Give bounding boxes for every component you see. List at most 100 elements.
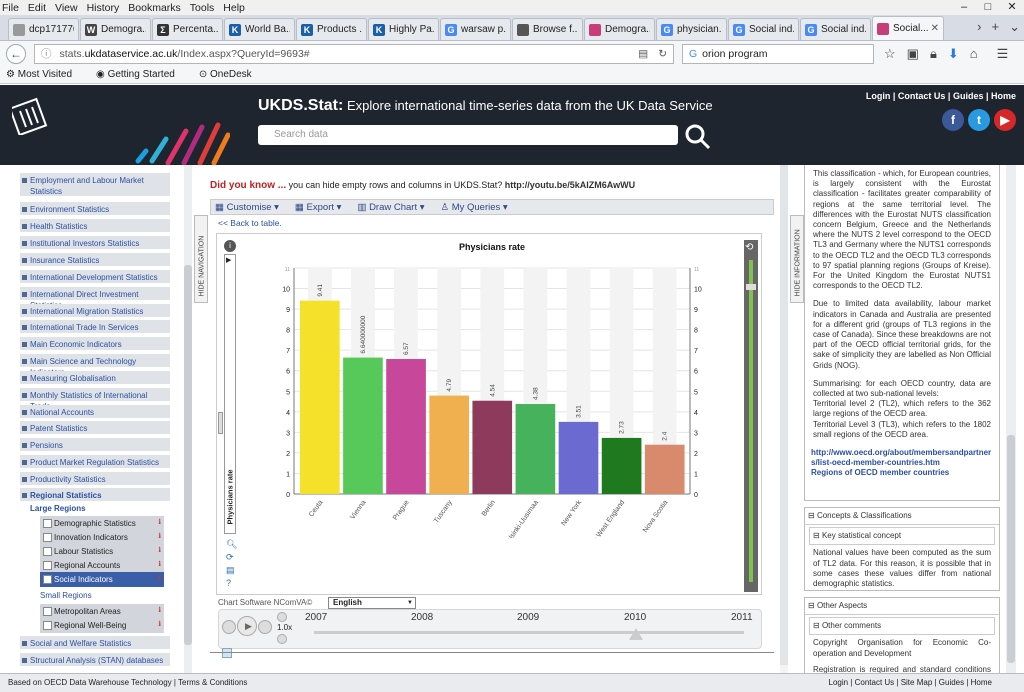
sidebar-scrollbar[interactable] xyxy=(184,165,192,673)
zoom-icon[interactable]: 🔍︎ xyxy=(226,539,238,549)
tab-scroll-right-icon[interactable]: › xyxy=(977,19,982,34)
sidebar-item[interactable]: International Direct Investment Statisti… xyxy=(20,287,170,310)
step-forward-button[interactable] xyxy=(258,620,272,634)
main-scrollbar[interactable] xyxy=(780,165,788,673)
sidebar-subitem[interactable]: Labour Statistics ℹ xyxy=(40,544,164,559)
info-icon[interactable]: ℹ xyxy=(158,607,161,614)
browser-tab[interactable]: Σ Percenta... xyxy=(152,18,223,40)
search-icon[interactable] xyxy=(684,123,712,151)
sidebar-subitem[interactable]: Regional Accounts ℹ xyxy=(40,558,164,573)
sidebar-subitem[interactable]: Regional Well-Being ℹ xyxy=(40,618,164,633)
info-icon[interactable]: ℹ xyxy=(158,575,161,582)
sidebar-item[interactable]: Patent Statistics xyxy=(20,421,170,435)
bookmark-most-visited[interactable]: ⚙ Most Visited xyxy=(6,69,73,80)
sidebar-item[interactable]: Main Science and Technology Indicators xyxy=(20,354,170,377)
browser-tab[interactable]: W Demogra... xyxy=(80,18,151,40)
browser-tab[interactable]: G Social ind... xyxy=(728,18,799,40)
sidebar-item[interactable]: Pensions xyxy=(20,438,170,452)
sidebar-item[interactable]: Measuring Globalisation xyxy=(20,371,170,385)
hamburger-menu-icon[interactable]: ☰ xyxy=(996,45,1009,61)
reload-icon[interactable]: ↻ xyxy=(658,47,667,60)
time-track[interactable] xyxy=(314,631,744,634)
browser-tab[interactable]: dcp171776_35... xyxy=(8,18,79,40)
url-bar[interactable]: ⓘ stats. ukdataservice.ac.uk/Index.aspx?Q… xyxy=(34,43,674,64)
new-tab-icon[interactable]: + xyxy=(991,19,1000,34)
other-aspects-header[interactable]: Other Aspects xyxy=(805,598,999,616)
chart-side-panel[interactable] xyxy=(224,254,236,534)
bar[interactable] xyxy=(386,359,426,494)
back-to-table-link[interactable]: << Back to table. xyxy=(218,218,282,228)
chart-info-icon[interactable]: i xyxy=(224,240,236,252)
menu-item[interactable]: File xyxy=(2,1,19,14)
list-tabs-icon[interactable]: ⌄ xyxy=(1009,19,1020,34)
info-icon[interactable]: ℹ xyxy=(158,561,161,568)
side-expand-icon[interactable]: ▶ xyxy=(226,257,232,264)
browser-search-input[interactable]: G orion program xyxy=(682,43,874,64)
slider-handle[interactable] xyxy=(746,284,756,290)
sidebar-item[interactable]: Environment Statistics xyxy=(20,202,170,216)
bar[interactable] xyxy=(558,421,599,494)
sidebar-item[interactable]: Employment and Labour Market Statistics xyxy=(20,173,170,197)
chart-vertical-slider[interactable]: ⟲ xyxy=(744,240,758,592)
download-icon[interactable]: ⬇ xyxy=(947,45,959,61)
bar[interactable] xyxy=(429,395,469,494)
info-icon[interactable]: ℹ xyxy=(158,533,161,540)
browser-tab[interactable]: K Products ... xyxy=(296,18,367,40)
sidebar-item[interactable]: National Accounts xyxy=(20,405,170,419)
language-select[interactable]: English xyxy=(328,597,416,609)
ukds-logo-icon[interactable] xyxy=(12,95,52,135)
bar[interactable] xyxy=(601,437,642,494)
bookmark-onedesk[interactable]: ⊙ OneDesk xyxy=(198,69,252,80)
info-icon[interactable]: ℹ xyxy=(158,621,161,628)
menu-item[interactable]: History xyxy=(86,1,120,14)
bookmark-star-icon[interactable]: ☆ xyxy=(884,45,896,61)
sidebar-item[interactable]: Productivity Statistics xyxy=(20,472,170,486)
facebook-icon[interactable]: f xyxy=(942,109,964,131)
step-back-button[interactable] xyxy=(222,620,236,634)
sidebar-item[interactable]: International Development Statistics xyxy=(20,270,170,284)
print-icon[interactable]: ▤ xyxy=(226,565,235,575)
close-tab-icon[interactable]: ✕ xyxy=(930,23,939,34)
back-button[interactable]: ← xyxy=(6,43,26,64)
my-queries-button[interactable]: ♙ My Queries ▾ xyxy=(440,201,508,213)
close-window-icon[interactable]: ✕ xyxy=(1007,1,1017,13)
sidebar-item-large-regions[interactable]: Large Regions xyxy=(30,504,86,513)
hide-information-tab[interactable]: HIDE INFORMATION xyxy=(790,215,804,303)
menu-item[interactable]: Help xyxy=(223,1,245,14)
header-links[interactable]: Login | Contact Us | Guides | Home xyxy=(865,91,1016,101)
sidebar-item[interactable]: Health Statistics xyxy=(20,219,170,233)
customise-button[interactable]: ▦ Customise ▾ xyxy=(215,201,279,213)
lock-icon[interactable]: 🔒︎ xyxy=(929,45,937,61)
twitter-icon[interactable]: t xyxy=(968,109,990,131)
panel-collapse-handle[interactable] xyxy=(218,412,223,434)
bookmark-getting-started[interactable]: ◉ Getting Started xyxy=(96,69,175,80)
menu-item[interactable]: View xyxy=(55,1,78,14)
fullscreen-icon[interactable] xyxy=(222,648,232,658)
sidebar-subitem[interactable]: Innovation Indicators ℹ xyxy=(40,530,164,545)
bar[interactable] xyxy=(472,400,513,494)
reset-icon[interactable]: ⟲ xyxy=(745,242,754,253)
key-concept-header[interactable]: Key statistical concept xyxy=(809,527,995,546)
menu-item[interactable]: Bookmarks xyxy=(128,1,181,14)
menu-item[interactable]: Tools xyxy=(189,1,215,14)
browser-tab[interactable]: Social... ✕ xyxy=(872,16,944,40)
info-icon[interactable]: ℹ xyxy=(158,547,161,554)
regions-link[interactable]: Regions of OECD member countries xyxy=(811,468,950,478)
sidebar-item[interactable]: Product Market Regulation Statistics xyxy=(20,455,170,469)
info-scrollbar[interactable] xyxy=(1006,165,1016,673)
sidebar-item[interactable]: Institutional Investors Statistics xyxy=(20,236,170,250)
info-icon[interactable]: ℹ xyxy=(158,519,161,526)
browser-tab[interactable]: Demogra... xyxy=(584,18,655,40)
play-button[interactable]: ▶ xyxy=(237,616,257,636)
info-icon[interactable]: ⓘ xyxy=(41,48,52,60)
refresh-icon[interactable]: ⟳ xyxy=(226,552,234,562)
sidebar-item[interactable]: Insurance Statistics xyxy=(20,253,170,267)
sidebar-item[interactable]: Main Economic Indicators xyxy=(20,337,170,351)
maximize-icon[interactable]: □ xyxy=(984,1,992,13)
bar[interactable] xyxy=(515,404,556,494)
sidebar-subitem[interactable]: Social Indicators ℹ xyxy=(40,572,164,587)
footer[interactable]: Based on OECD Data Warehouse Technology … xyxy=(0,673,1024,692)
browser-tab[interactable]: Browse f... xyxy=(512,18,583,40)
